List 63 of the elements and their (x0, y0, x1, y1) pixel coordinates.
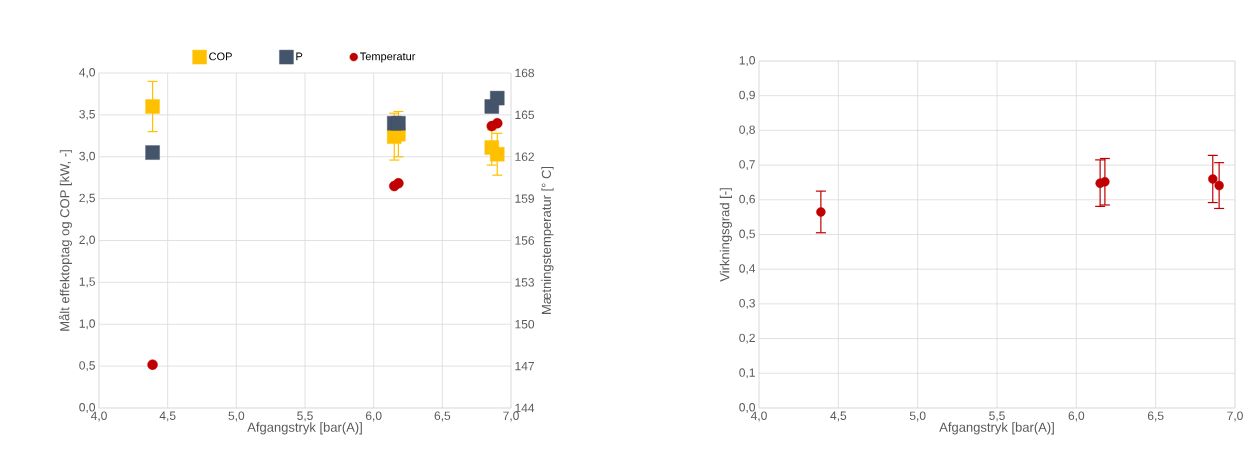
y2-tick-label: 147 (515, 361, 534, 371)
y-tick-label: 0,9 (739, 90, 755, 101)
point (816, 207, 826, 217)
legend-label: P (296, 52, 303, 61)
y2-tick-label: 159 (515, 194, 534, 203)
y-tick-label: 3,5 (79, 109, 95, 120)
x-tick-label: 4,5 (830, 411, 847, 422)
x-tick-label: 6,5 (1147, 411, 1164, 422)
x-tick-label: 7,0 (503, 411, 519, 422)
point (1208, 174, 1218, 184)
y-tick-label: 0,2 (739, 333, 755, 344)
x-tick-label: 6,0 (365, 411, 382, 422)
x-tick-label: 4,0 (90, 411, 107, 422)
legend-label: Temperatur (360, 52, 416, 63)
point (391, 116, 406, 131)
y-tick-label: 0,0 (79, 403, 96, 413)
point (147, 359, 158, 370)
y2-tick-label: 156 (515, 236, 535, 245)
y-tick-label: 3,0 (79, 151, 96, 162)
x-tick-label: 4,0 (750, 411, 767, 422)
x-tick-label: 6,5 (434, 411, 451, 422)
y2-tick-label: 150 (515, 319, 535, 329)
y2-axis-title: Mætningstemperatur [° C] (541, 166, 554, 314)
y-tick-label: 0,5 (739, 229, 755, 240)
y-tick-label: 2,5 (79, 193, 95, 204)
x-axis-title: Afgangstryk [bar(A)] (939, 422, 1054, 435)
y-tick-label: 0,1 (739, 368, 755, 379)
y-tick-label: 0,5 (79, 361, 95, 372)
x-axis-title: Afgangstryk [bar(A)] (247, 422, 362, 435)
y-tick-label: 2,0 (79, 235, 96, 246)
point (1100, 177, 1110, 187)
point (145, 99, 160, 114)
x-tick-label: 6,0 (1068, 411, 1085, 422)
x-tick-label: 7,0 (1227, 411, 1243, 422)
y-tick-label: 0,7 (739, 160, 755, 171)
y-axis-title: Målt effektoptag og COP [kW, -] (58, 150, 72, 331)
y2-tick-label: 162 (515, 152, 534, 161)
y-tick-label: 1,0 (79, 319, 96, 330)
point (490, 147, 505, 162)
point (393, 178, 404, 189)
y-tick-label: 0,0 (739, 403, 756, 413)
point (1214, 180, 1224, 191)
y-tick-label: 1,5 (79, 277, 95, 288)
y-axis-title: Virkningsgrad [-] (719, 188, 732, 282)
y-tick-label: 0,4 (739, 264, 756, 275)
x-tick-label: 5,5 (297, 411, 313, 422)
y-tick-label: 1,0 (739, 56, 756, 66)
y-tick-label: 4,0 (79, 68, 96, 78)
y2-tick-label: 144 (515, 403, 535, 413)
y-tick-label: 0,3 (739, 298, 755, 309)
legend-label: COP (209, 52, 232, 61)
y2-tick-label: 168 (515, 68, 535, 78)
y2-tick-label: 165 (515, 110, 535, 120)
x-tick-label: 5,0 (228, 411, 245, 422)
y-tick-label: 0,8 (739, 125, 755, 136)
point (145, 145, 160, 160)
point (492, 118, 503, 129)
x-tick-label: 5,0 (909, 411, 926, 422)
point (490, 90, 505, 106)
x-tick-label: 5,5 (989, 411, 1005, 422)
y2-tick-label: 153 (515, 278, 535, 287)
x-tick-label: 4,5 (159, 411, 176, 422)
y-tick-label: 0,6 (739, 194, 755, 205)
